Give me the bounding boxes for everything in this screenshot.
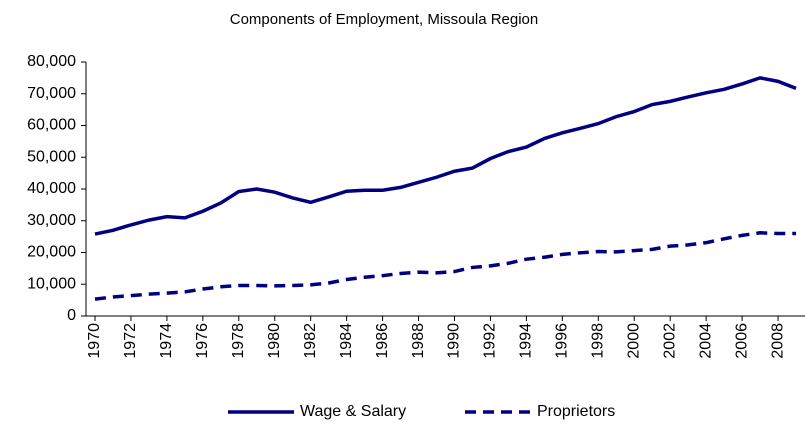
x-tick-label: 2002 xyxy=(661,323,678,359)
x-tick-label: 1974 xyxy=(158,323,175,359)
y-tick-label: 40,000 xyxy=(27,180,76,197)
x-tick-label: 1990 xyxy=(446,323,463,359)
y-tick-label: 80,000 xyxy=(27,53,76,70)
y-tick-label: 10,000 xyxy=(27,275,76,292)
x-tick-label: 1982 xyxy=(302,323,319,359)
x-tick-label: 1978 xyxy=(230,323,247,359)
legend-label: Wage & Salary xyxy=(300,403,406,420)
x-tick-label: 1988 xyxy=(410,323,427,359)
series-line xyxy=(94,231,797,301)
legend-label: Proprietors xyxy=(537,403,615,420)
y-tick-label: 0 xyxy=(67,307,76,324)
x-tick-label: 2006 xyxy=(733,323,750,359)
x-tick-label: 2008 xyxy=(769,323,786,359)
y-tick-label: 20,000 xyxy=(27,244,76,261)
x-tick-label: 1994 xyxy=(518,323,535,359)
chart-title: Components of Employment, Missoula Regio… xyxy=(230,11,538,28)
x-tick-label: 2004 xyxy=(697,323,714,359)
x-tick-label: 1986 xyxy=(374,323,391,359)
x-tick-label: 1972 xyxy=(122,323,139,359)
x-tick-label: 1976 xyxy=(194,323,211,359)
series-line xyxy=(94,76,797,236)
y-tick-label: 70,000 xyxy=(27,85,76,102)
x-tick-label: 1980 xyxy=(266,323,283,359)
x-tick-label: 1970 xyxy=(86,323,103,359)
x-tick-label: 2000 xyxy=(625,323,642,359)
y-tick-label: 60,000 xyxy=(27,117,76,134)
y-tick-label: 50,000 xyxy=(27,148,76,165)
x-tick-label: 1984 xyxy=(338,323,355,359)
y-tick-label: 30,000 xyxy=(27,212,76,229)
x-tick-label: 1998 xyxy=(590,323,607,359)
x-tick-label: 1996 xyxy=(554,323,571,359)
x-tick-label: 1992 xyxy=(482,323,499,359)
